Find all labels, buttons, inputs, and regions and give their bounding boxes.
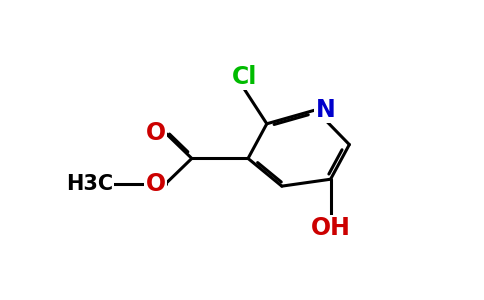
Text: Cl: Cl	[232, 65, 257, 89]
Text: O: O	[145, 121, 166, 145]
Text: O: O	[145, 172, 166, 196]
Text: OH: OH	[311, 216, 350, 240]
Text: N: N	[316, 98, 335, 122]
Text: H3C: H3C	[66, 174, 113, 194]
